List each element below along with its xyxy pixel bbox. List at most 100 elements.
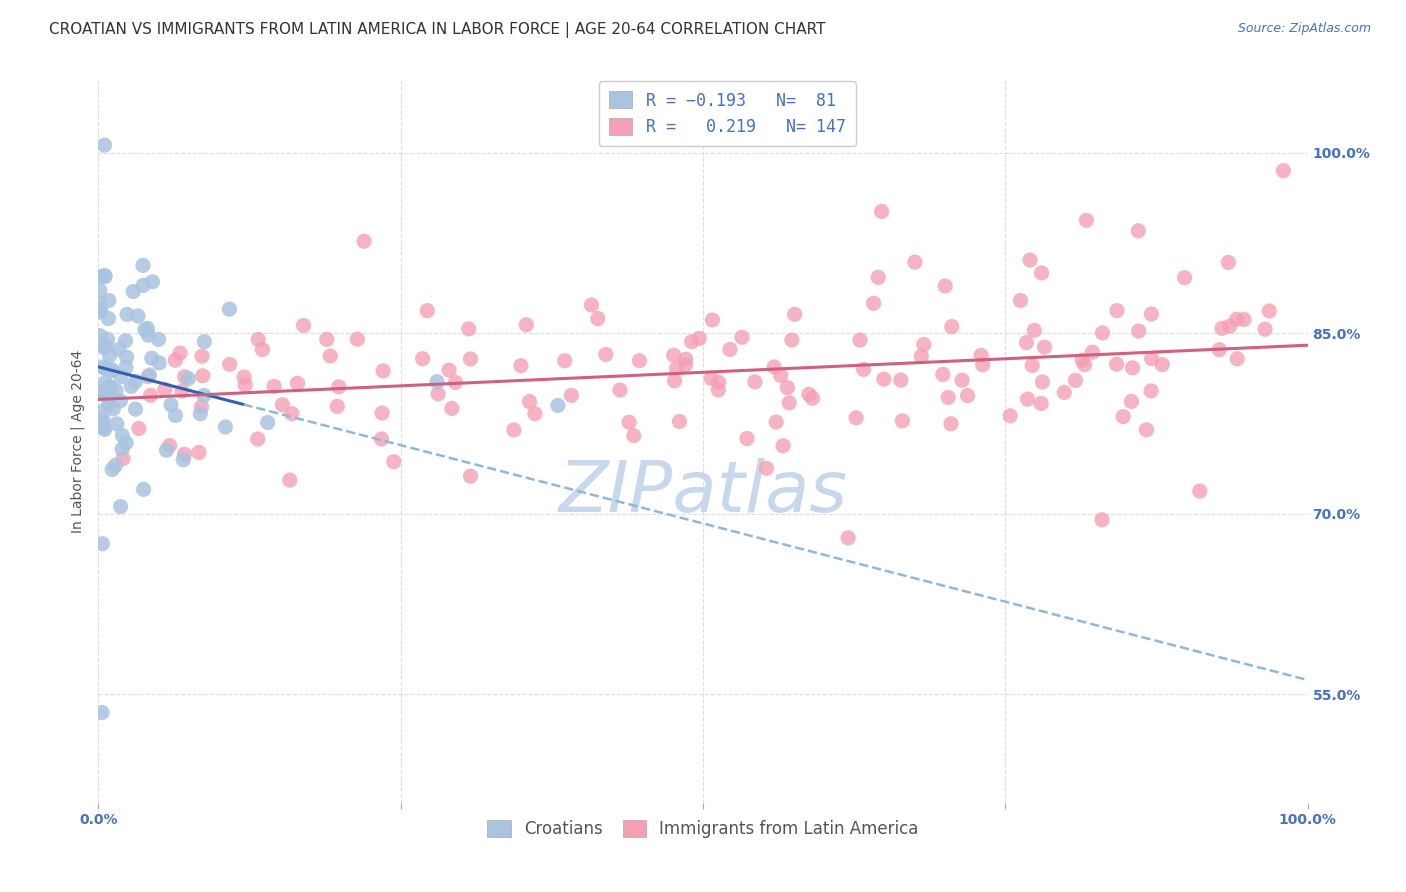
Point [115,435,138,450]
Point [1031,375,1053,389]
Point [547,398,569,412]
Point [89,418,111,433]
Point [972,358,994,372]
Point [328,380,350,394]
Point [755,461,778,475]
Point [934,279,956,293]
Point [560,388,582,402]
Point [427,387,450,401]
Point [628,353,651,368]
Point [681,334,703,349]
Point [278,473,301,487]
Point [440,401,463,416]
Point [707,376,730,390]
Point [1073,358,1095,372]
Point [188,407,211,421]
Point [891,414,914,428]
Point [382,455,405,469]
Point [98,380,121,394]
Point [110,393,132,408]
Point [519,394,541,409]
Point [936,391,959,405]
Point [191,368,214,383]
Point [188,445,211,459]
Point [412,351,434,366]
Point [89,284,111,298]
Point [90,385,112,400]
Point [90,404,112,418]
Point [956,389,979,403]
Point [315,332,337,346]
Point [904,255,927,269]
Point [1019,253,1042,268]
Point [581,298,603,312]
Point [263,379,285,393]
Point [668,414,690,428]
Point [932,368,955,382]
Y-axis label: In Labor Force | Age 20-64: In Labor Force | Age 20-64 [70,350,86,533]
Text: CROATIAN VS IMMIGRANTS FROM LATIN AMERICA IN LABOR FORCE | AGE 20-64 CORRELATION: CROATIAN VS IMMIGRANTS FROM LATIN AMERIC… [49,22,825,38]
Point [218,302,240,317]
Point [136,321,159,335]
Point [702,313,724,327]
Point [134,323,156,337]
Point [120,379,142,393]
Point [132,483,155,497]
Point [124,375,146,389]
Point [94,339,117,353]
Point [141,275,163,289]
Point [172,453,194,467]
Point [797,387,820,401]
Point [127,309,149,323]
Point [246,432,269,446]
Point [772,439,794,453]
Point [862,296,884,310]
Point [138,328,160,343]
Point [103,401,125,416]
Point [1122,360,1144,375]
Point [1105,303,1128,318]
Point [1208,343,1230,357]
Point [1258,304,1281,318]
Point [776,381,799,395]
Point [1053,385,1076,400]
Point [664,374,686,388]
Point [1081,345,1104,359]
Point [233,370,256,384]
Point [502,423,524,437]
Point [98,349,121,363]
Point [91,537,114,551]
Point [873,372,896,386]
Point [108,343,131,357]
Point [1010,293,1032,308]
Point [177,371,200,385]
Point [939,417,962,431]
Point [100,364,122,378]
Point [731,330,754,344]
Point [1140,351,1163,366]
Point [93,138,115,153]
Point [510,359,533,373]
Point [218,357,240,371]
Point [91,359,114,374]
Point [426,375,449,389]
Point [165,409,187,423]
Point [523,407,546,421]
Point [233,378,256,392]
Point [662,348,685,362]
Point [371,406,394,420]
Point [271,398,294,412]
Point [941,319,963,334]
Point [1211,321,1233,335]
Point [292,318,315,333]
Point [122,285,145,299]
Point [90,302,112,317]
Point [870,204,893,219]
Point [1091,513,1114,527]
Point [193,334,215,349]
Point [950,373,973,387]
Point [281,407,304,421]
Point [190,400,212,414]
Point [783,307,806,321]
Point [115,350,138,364]
